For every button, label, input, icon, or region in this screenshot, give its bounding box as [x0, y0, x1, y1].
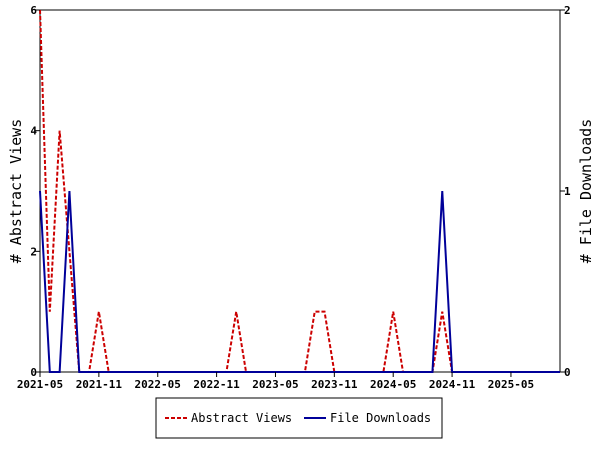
x-tick-label: 2023-11 — [311, 378, 358, 391]
y-axis-left-title: # Abstract Views — [7, 119, 25, 264]
y-left-tick-label: 0 — [30, 366, 37, 379]
x-tick-label: 2024-11 — [429, 378, 476, 391]
x-tick-label: 2022-05 — [135, 378, 181, 391]
x-tick-label: 2021-05 — [17, 378, 63, 391]
x-tick-label: 2022-11 — [193, 378, 240, 391]
y-right-tick-label: 1 — [564, 185, 571, 198]
y-axis-right: 0 1 2 — [560, 4, 571, 379]
y-right-tick-label: 2 — [564, 4, 571, 17]
legend-label-file-downloads: File Downloads — [330, 411, 431, 425]
y-axis-left: 0 2 4 6 — [30, 4, 40, 379]
x-tick-label: 2023-05 — [252, 378, 298, 391]
y-left-tick-label: 2 — [30, 245, 37, 258]
legend-box — [155, 397, 443, 439]
series-layer — [39, 9, 560, 373]
y-left-tick-label: 6 — [30, 4, 37, 17]
x-axis: 2021-05 2021-11 2022-05 2022-11 2023-05 2023-… — [17, 372, 534, 391]
legend: Abstract Views File Downloads — [155, 397, 443, 439]
y-axis-right-title: # File Downloads — [577, 119, 595, 264]
series-line-file-downloads — [39, 190, 560, 373]
x-tick-label: 2024-05 — [370, 378, 416, 391]
x-tick-label: 2021-11 — [76, 378, 123, 391]
y-right-tick-label: 0 — [564, 366, 571, 379]
legend-label-abstract-views: Abstract Views — [191, 411, 292, 425]
plot-area — [39, 9, 561, 373]
y-left-tick-label: 4 — [30, 125, 37, 138]
x-tick-label: 2025-05 — [488, 378, 534, 391]
